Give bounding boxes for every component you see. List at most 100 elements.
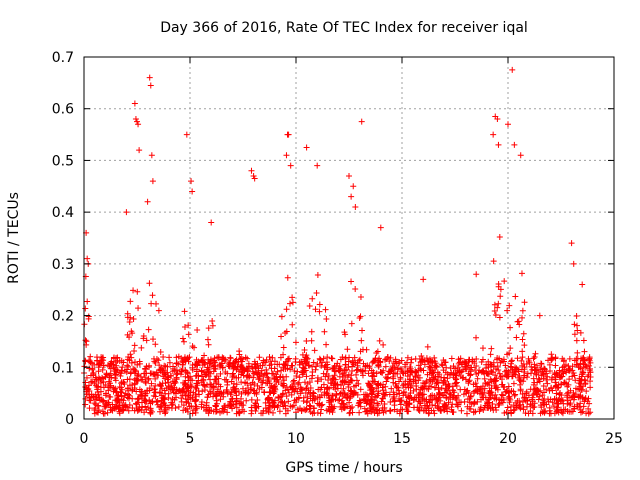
data-point <box>497 293 504 300</box>
data-point <box>269 409 276 416</box>
data-point <box>322 373 329 380</box>
data-point <box>433 363 440 370</box>
data-point <box>238 355 245 362</box>
y-tick-label: 0 <box>65 412 74 428</box>
data-point <box>382 383 389 390</box>
data-point <box>87 353 94 360</box>
data-point <box>239 385 246 392</box>
data-point <box>204 366 211 373</box>
data-point <box>465 389 472 396</box>
data-point <box>246 373 253 380</box>
data-point <box>174 370 181 377</box>
data-point <box>580 337 587 344</box>
data-point <box>368 384 375 391</box>
data-point <box>346 395 353 402</box>
data-point <box>251 387 258 394</box>
data-point <box>306 402 313 409</box>
data-point <box>520 406 527 413</box>
data-point <box>540 399 547 406</box>
data-point <box>103 400 110 407</box>
data-point <box>368 398 375 405</box>
data-point <box>472 380 479 387</box>
data-point <box>478 396 485 403</box>
data-point <box>578 371 585 378</box>
data-point <box>442 381 449 388</box>
data-point <box>112 377 119 384</box>
data-point <box>464 362 471 369</box>
data-point <box>508 364 515 371</box>
data-point <box>501 384 508 391</box>
data-point <box>424 343 431 350</box>
data-point <box>532 367 539 374</box>
data-point <box>219 364 226 371</box>
data-point <box>202 407 209 414</box>
data-point <box>408 356 415 363</box>
data-point <box>152 393 159 400</box>
data-point <box>531 389 538 396</box>
data-point <box>227 359 234 366</box>
data-point <box>102 392 109 399</box>
data-point <box>243 397 250 404</box>
data-point <box>86 387 93 394</box>
data-point <box>519 348 526 355</box>
data-point <box>280 382 287 389</box>
data-point <box>573 312 580 319</box>
data-point <box>494 304 501 311</box>
data-point <box>506 399 513 406</box>
data-point <box>207 370 214 377</box>
data-point <box>352 286 359 293</box>
data-point <box>100 379 107 386</box>
data-point <box>133 388 140 395</box>
data-point <box>525 392 532 399</box>
data-point <box>481 375 488 382</box>
data-point <box>331 380 338 387</box>
y-tick-label: 0.3 <box>52 257 74 273</box>
data-point <box>213 400 220 407</box>
data-point <box>356 315 363 322</box>
data-point <box>114 398 121 405</box>
data-point <box>444 375 451 382</box>
data-point <box>109 407 116 414</box>
data-point <box>296 374 303 381</box>
data-point <box>150 336 157 343</box>
data-point <box>461 398 468 405</box>
data-point <box>263 356 270 363</box>
data-point <box>368 373 375 380</box>
data-point <box>349 363 356 370</box>
data-point <box>423 378 430 385</box>
data-point <box>109 401 116 408</box>
data-point <box>138 344 145 351</box>
data-point <box>492 312 499 319</box>
data-point <box>364 410 371 417</box>
data-point <box>524 397 531 404</box>
data-point <box>148 380 155 387</box>
data-point <box>420 379 427 386</box>
data-point <box>400 392 407 399</box>
data-point <box>549 387 556 394</box>
data-point <box>511 141 518 148</box>
data-point <box>587 409 594 416</box>
data-point <box>534 362 541 369</box>
data-point <box>127 351 134 358</box>
data-point <box>188 178 195 185</box>
data-point <box>142 390 149 397</box>
data-point <box>337 382 344 389</box>
data-point <box>377 224 384 231</box>
data-point <box>369 378 376 385</box>
data-point <box>508 358 515 365</box>
data-point <box>181 389 188 396</box>
data-point <box>574 349 581 356</box>
data-point <box>377 369 384 376</box>
data-point <box>238 390 245 397</box>
data-point <box>157 349 164 356</box>
data-point <box>500 356 507 363</box>
data-point <box>365 370 372 377</box>
data-point <box>450 392 457 399</box>
data-point <box>217 370 224 377</box>
data-point <box>153 372 160 379</box>
data-point <box>303 384 310 391</box>
data-point <box>261 389 268 396</box>
data-point <box>267 384 274 391</box>
data-point <box>415 362 422 369</box>
data-point <box>304 398 311 405</box>
